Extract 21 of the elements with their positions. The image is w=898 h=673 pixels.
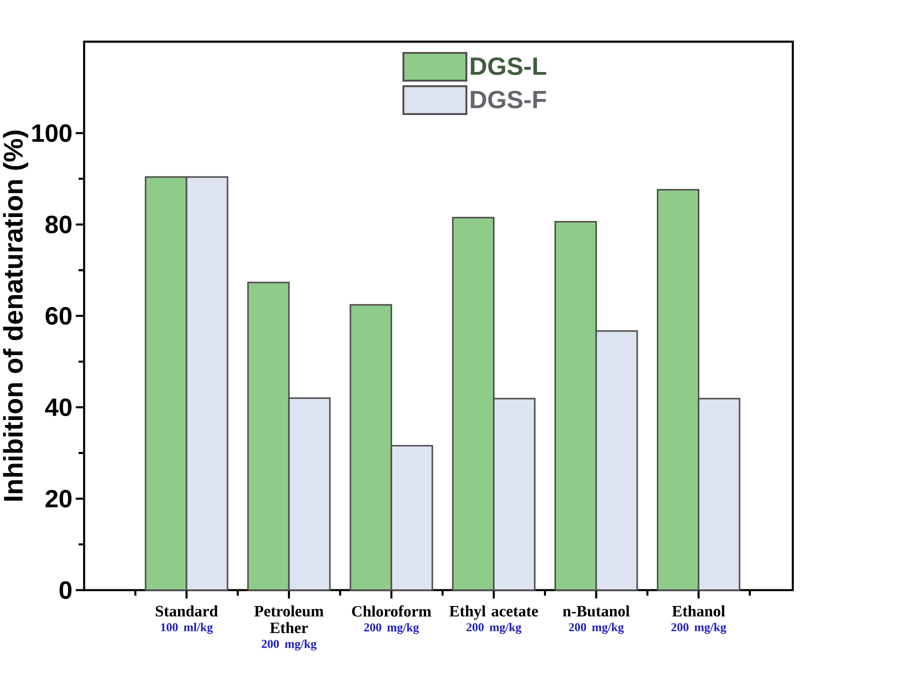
y-tick-label: 100 [32, 124, 72, 142]
y-tick-label: 20 [46, 490, 72, 508]
x-tick-label: Chloroform [352, 606, 432, 617]
x-tick-label: Ethanol [672, 606, 726, 617]
legend-label: DGS-L [470, 58, 546, 76]
y-tick-label: 60 [46, 307, 72, 325]
x-tick-label: Ethyl acetate [449, 606, 538, 620]
y-tick-label: 0 [60, 581, 72, 600]
x-tick-label: Petroleum Ether [254, 606, 324, 634]
text: 200 mg/kg [568, 623, 624, 634]
text: 100 ml/kg [161, 623, 213, 634]
text: 200 mg/kg [364, 623, 419, 634]
y-axis-title: Inhibition of denaturation (%) [3, 130, 28, 501]
x-tick-label: n-Butanol [562, 606, 630, 617]
text: 200 mg/kg [466, 623, 522, 634]
text: 200 mg/kg [262, 640, 317, 651]
x-tick-label: Standard [156, 606, 218, 617]
legend-label: DGS-F [470, 90, 546, 109]
y-tick-label: 80 [45, 216, 72, 234]
text: 200 mg/kg [671, 623, 726, 634]
y-tick-label: 40 [45, 398, 72, 416]
